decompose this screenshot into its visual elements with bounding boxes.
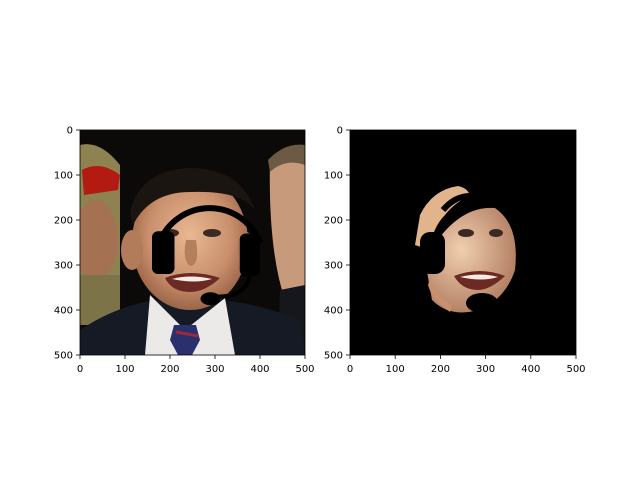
right-xtick-label: 100 bbox=[386, 364, 405, 375]
headset-overlay bbox=[152, 205, 263, 306]
right-xtick-label: 300 bbox=[476, 364, 495, 375]
masked-face bbox=[415, 186, 516, 313]
right-xtick-label: 400 bbox=[521, 364, 540, 375]
left-xtick-label: 100 bbox=[115, 364, 134, 375]
headset-left-earpad bbox=[152, 231, 175, 274]
right-axis-ticks: 0 100 200 300 400 500 0 100 200 300 400 500 bbox=[324, 126, 586, 376]
headset-right-earpad bbox=[239, 233, 260, 277]
left-ytick-label: 300 bbox=[54, 261, 73, 272]
right-xtick-label: 0 bbox=[347, 364, 353, 375]
left-xtick-label: 300 bbox=[205, 364, 224, 375]
left-xtick-label: 500 bbox=[295, 364, 314, 375]
headset-band bbox=[156, 205, 263, 245]
left-xtick-label: 400 bbox=[250, 364, 269, 375]
left-ytick-label: 500 bbox=[54, 351, 73, 362]
right-ytick-label: 300 bbox=[324, 261, 343, 272]
original-photo bbox=[80, 130, 305, 355]
headset-mic bbox=[200, 292, 221, 306]
right-panel: 0 100 200 300 400 500 0 100 200 300 400 500 bbox=[324, 126, 586, 376]
right-axes-frame bbox=[349, 129, 577, 356]
left-panel: 0 100 200 300 400 500 0 100 200 300 400 500 bbox=[54, 126, 315, 376]
right-ytick-label: 0 bbox=[337, 126, 343, 137]
right-xtick-label: 200 bbox=[431, 364, 450, 375]
left-ytick-label: 200 bbox=[54, 216, 73, 227]
right-ytick-label: 500 bbox=[324, 351, 343, 362]
right-ytick-label: 200 bbox=[324, 216, 343, 227]
left-ytick-label: 100 bbox=[54, 171, 73, 182]
left-xtick-label: 0 bbox=[77, 364, 83, 375]
right-ytick-label: 400 bbox=[324, 306, 343, 317]
left-axis-ticks: 0 100 200 300 400 500 0 100 200 300 400 500 bbox=[54, 126, 315, 376]
right-xtick-label: 500 bbox=[566, 364, 585, 375]
left-ytick-label: 400 bbox=[54, 306, 73, 317]
left-axes-frame bbox=[79, 129, 306, 356]
left-ytick-label: 0 bbox=[67, 126, 73, 137]
right-ytick-label: 100 bbox=[324, 171, 343, 182]
left-xtick-label: 200 bbox=[160, 364, 179, 375]
